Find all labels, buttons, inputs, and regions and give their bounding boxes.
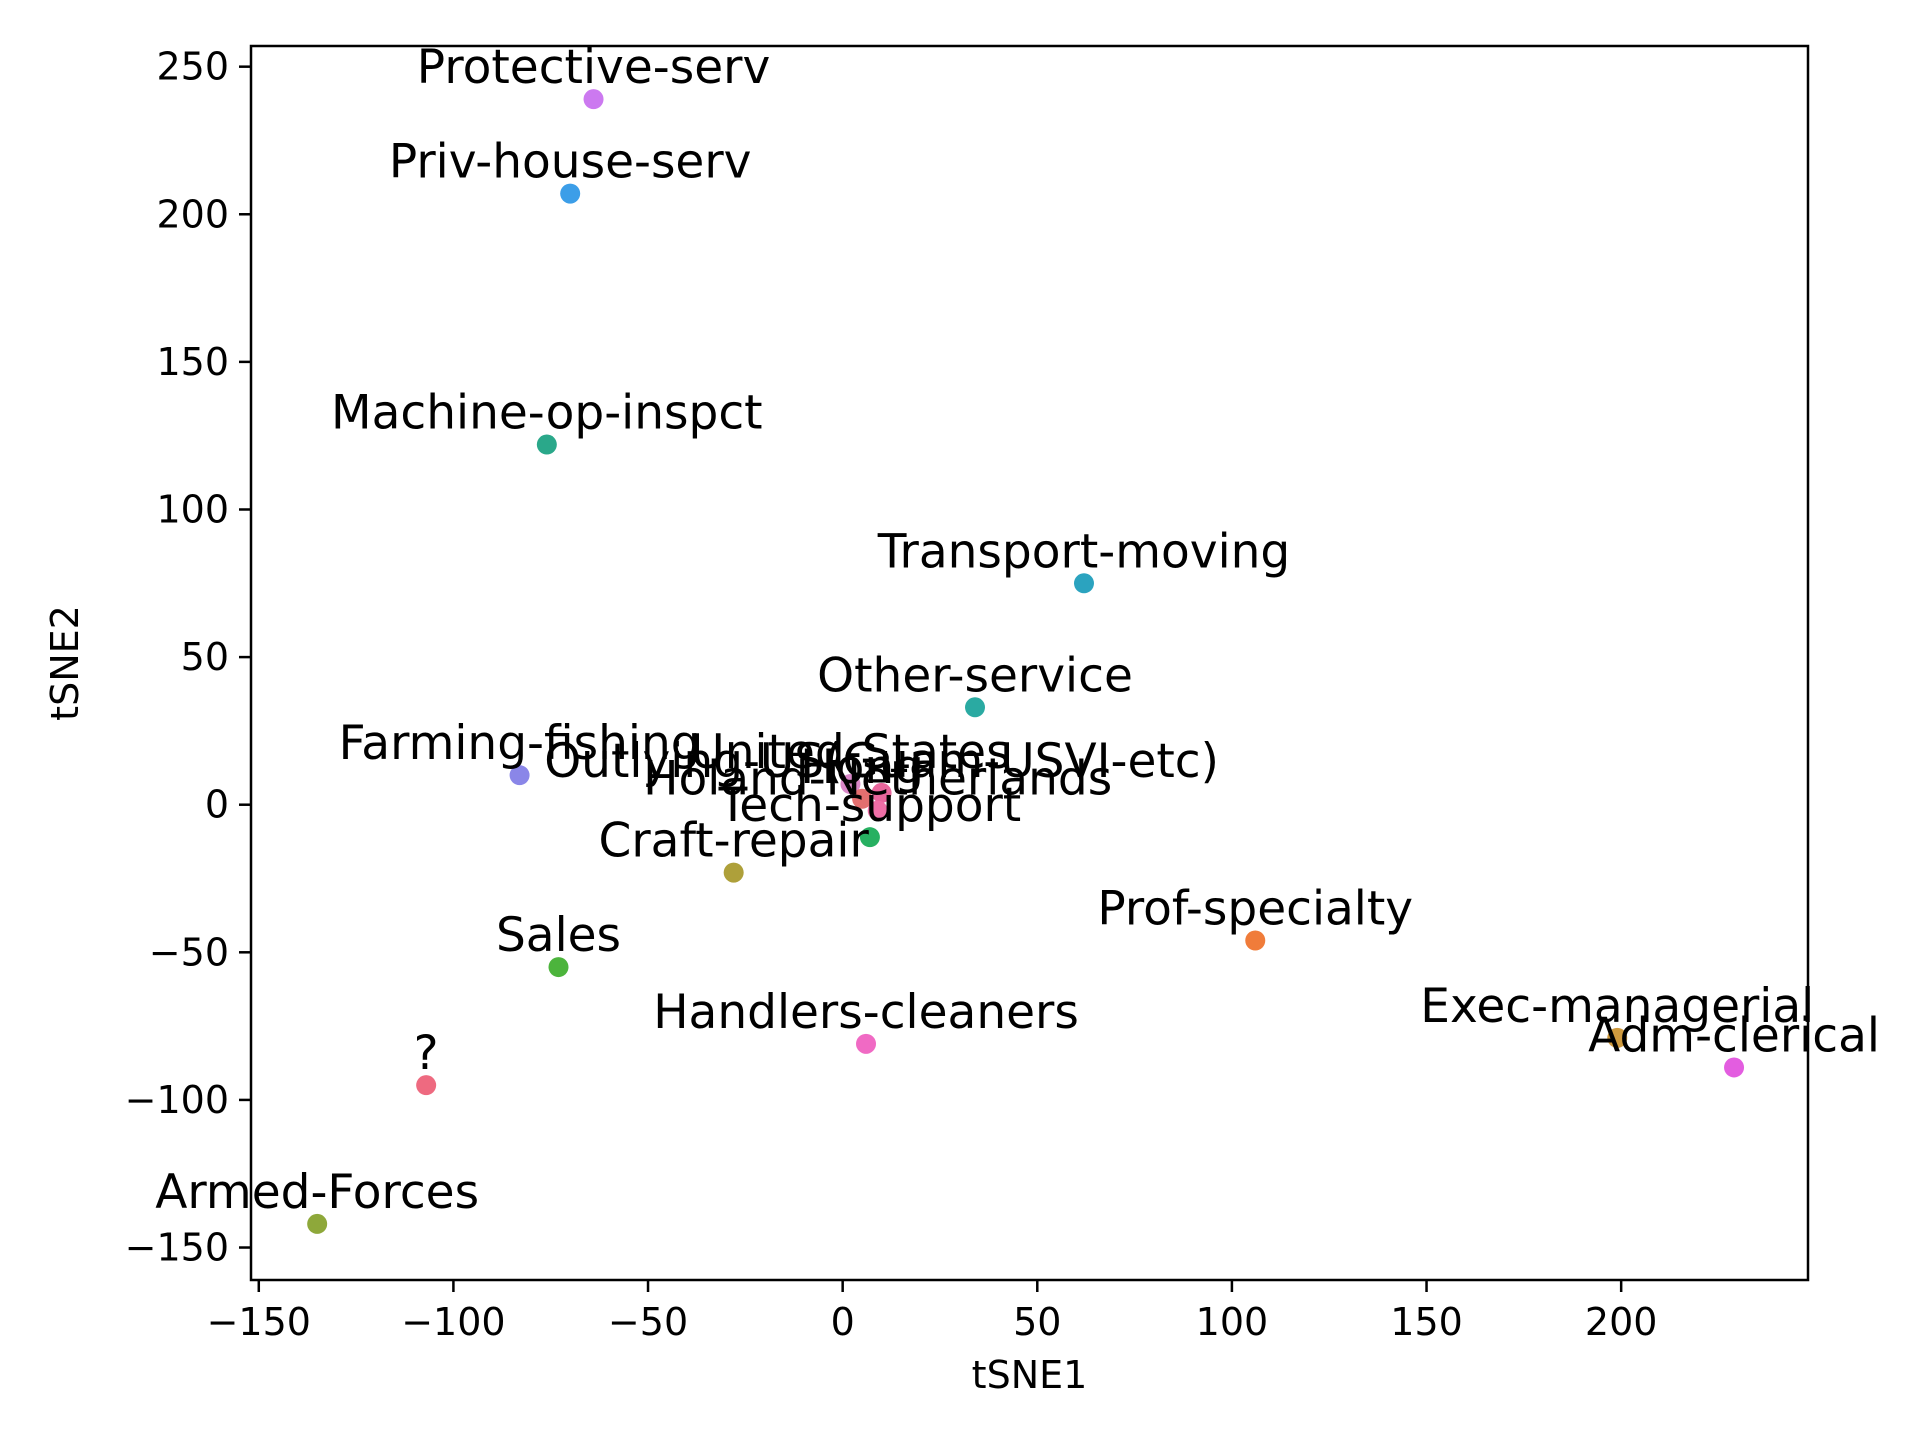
y-tick-label: 0 <box>205 783 229 827</box>
data-point <box>856 1033 877 1054</box>
point-label: Sales <box>496 908 621 963</box>
point-label: Tech-support <box>718 778 1022 833</box>
y-tick-label: −100 <box>125 1078 229 1122</box>
data-point <box>548 957 569 978</box>
x-tick-label: −100 <box>401 1300 505 1344</box>
data-point <box>1607 1027 1628 1048</box>
data-point <box>536 434 557 455</box>
data-point <box>871 782 892 803</box>
y-tick-label: 150 <box>156 340 229 384</box>
y-axis-ticks: −150 −100 −50 0 50 100 150 200 250 <box>125 45 251 1270</box>
data-point <box>1073 573 1094 594</box>
data-point <box>965 697 986 718</box>
point-label: Transport-moving <box>877 524 1291 579</box>
point-label: Armed-Forces <box>155 1165 479 1220</box>
x-tick-label: −150 <box>207 1300 311 1344</box>
point-label: Farming-fishing <box>339 716 701 771</box>
y-axis-label: tSNE2 <box>43 605 87 721</box>
point-label: Exec-managerial <box>1420 979 1814 1034</box>
point-label: Hong <box>800 740 924 795</box>
y-tick-label: 50 <box>181 635 229 679</box>
x-tick-label: 200 <box>1585 1300 1658 1344</box>
data-point <box>840 774 861 795</box>
x-axis-label: tSNE1 <box>972 1353 1088 1397</box>
x-tick-label: 150 <box>1390 1300 1463 1344</box>
point-label: Priv-house-serv <box>389 135 752 190</box>
data-point <box>723 862 744 883</box>
data-point <box>1724 1057 1745 1078</box>
x-tick-label: −50 <box>608 1300 688 1344</box>
point-label: Prof-specialty <box>1097 882 1413 937</box>
y-tick-label: 200 <box>156 192 229 236</box>
x-axis-ticks: −150 −100 −50 0 50 100 150 200 <box>207 1280 1658 1344</box>
data-point <box>859 827 880 848</box>
x-tick-label: 0 <box>831 1300 855 1344</box>
point-label: Protective-serv <box>417 40 770 95</box>
y-tick-label: 250 <box>156 45 229 89</box>
data-point <box>560 183 581 204</box>
data-point <box>583 89 604 110</box>
data-point <box>416 1075 437 1096</box>
data-point <box>307 1213 328 1234</box>
data-point <box>852 788 873 809</box>
y-tick-label: 100 <box>156 487 229 531</box>
y-tick-label: −150 <box>125 1226 229 1270</box>
points-layer <box>307 89 1745 1234</box>
point-label: ? <box>414 1026 439 1081</box>
data-point <box>509 765 530 786</box>
point-label: Machine-op-inspct <box>331 386 763 441</box>
data-point <box>867 800 888 821</box>
point-labels-layer: Protective-serv Priv-house-serv Machine-op… <box>155 40 1880 1220</box>
point-label: United-States <box>690 725 1010 780</box>
point-label: Other-service <box>817 648 1133 703</box>
y-tick-label: −50 <box>149 930 229 974</box>
point-label: Adm-clerical <box>1588 1008 1880 1063</box>
plot-area-frame <box>249 44 1810 1282</box>
point-label: Outlying-US(Guam-USVI-etc) <box>544 734 1219 789</box>
point-label: Handlers-cleaners <box>653 985 1079 1040</box>
point-label: Holand-Netherlands <box>643 752 1112 807</box>
point-label: Craft-repair <box>599 814 870 869</box>
data-point <box>1245 930 1266 951</box>
x-tick-label: 100 <box>1196 1300 1269 1344</box>
x-tick-label: 50 <box>1013 1300 1061 1344</box>
